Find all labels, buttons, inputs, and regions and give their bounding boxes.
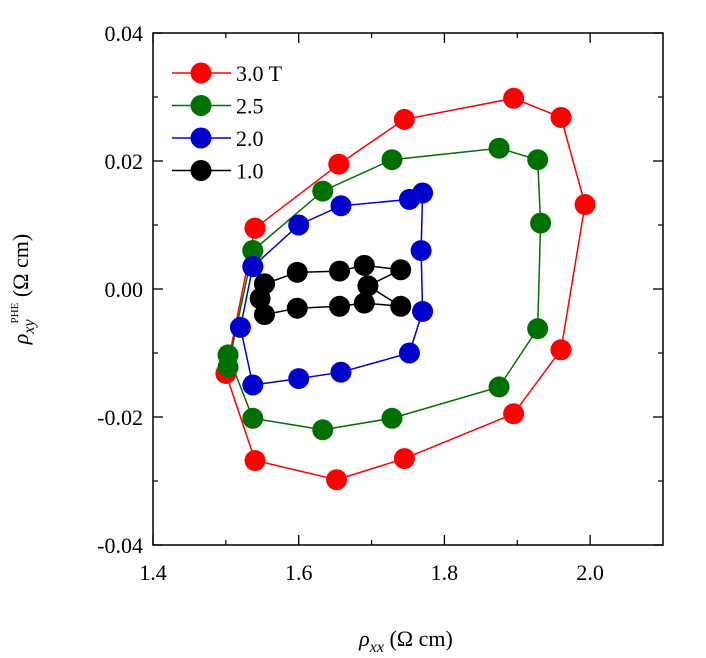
legend-marker: [190, 127, 212, 149]
data-point: [288, 214, 310, 236]
data-point: [527, 149, 549, 171]
series-0: [215, 87, 596, 491]
x-tick-label: 1.4: [139, 560, 167, 585]
axes-layer: 1.4 1.6 1.8 2.0 -0.04 -0.02 0.00 0.02 0.04: [97, 21, 664, 585]
data-point: [242, 256, 264, 278]
data-point: [574, 194, 596, 216]
legend-marker: [190, 62, 212, 84]
legend-label: 2.5: [236, 94, 264, 119]
data-point: [353, 254, 375, 276]
y-tick-label: -0.02: [97, 405, 143, 430]
data-point: [381, 149, 403, 171]
data-point: [253, 273, 275, 295]
data-point: [288, 368, 310, 390]
x-tick-label: 1.8: [431, 560, 459, 585]
data-point: [330, 195, 352, 217]
data-point: [242, 240, 264, 262]
data-point: [381, 407, 403, 429]
data-point: [550, 106, 572, 128]
data-point: [488, 137, 510, 159]
x-axis-title: ρxx (Ω cm): [358, 626, 453, 656]
legend-label: 3.0 T: [236, 61, 283, 86]
data-point: [412, 300, 434, 322]
data-point: [390, 259, 412, 281]
data-point: [527, 318, 549, 340]
data-point: [393, 108, 415, 130]
data-point: [410, 240, 432, 262]
data-point: [253, 304, 275, 326]
data-point: [312, 180, 334, 202]
data-point: [242, 407, 264, 429]
x-tick-label: 2.0: [576, 560, 604, 585]
data-point: [393, 448, 415, 470]
data-point: [242, 374, 264, 396]
y-tick-label: 0.00: [105, 277, 144, 302]
data-point: [550, 339, 572, 361]
data-point: [503, 403, 525, 425]
data-point: [412, 182, 434, 204]
series-1: [217, 137, 552, 441]
axis-labels: ρxx (Ω cm) ρxyPHE (Ω cm): [8, 234, 453, 656]
data-point: [390, 295, 412, 317]
data-point: [329, 260, 351, 282]
y-axis-title: ρxyPHE (Ω cm): [8, 234, 38, 345]
series-layer: [215, 87, 596, 491]
y-tick-label: -0.04: [97, 533, 143, 558]
data-point: [330, 361, 352, 383]
legend-marker: [190, 160, 212, 181]
data-point: [328, 153, 350, 175]
data-point: [488, 376, 510, 398]
legend-marker: [190, 95, 212, 116]
series-3: [249, 254, 412, 326]
data-point: [286, 261, 308, 283]
series-2: [229, 182, 434, 396]
legend: 3.0 T 2.5 2.0 1.0: [172, 61, 283, 184]
data-point: [312, 419, 334, 441]
y-tick-label: 0.04: [105, 21, 144, 46]
data-point: [353, 292, 375, 314]
data-point: [244, 217, 266, 239]
data-point: [286, 297, 308, 319]
legend-label: 2.0: [236, 126, 264, 151]
y-tick-label: 0.02: [105, 149, 144, 174]
legend-label: 1.0: [236, 159, 264, 184]
data-point: [357, 275, 379, 297]
data-point: [229, 316, 251, 338]
data-point: [503, 87, 525, 109]
data-point: [329, 295, 351, 317]
x-tick-label: 1.6: [285, 560, 313, 585]
data-point: [530, 212, 552, 234]
data-point: [326, 469, 348, 491]
data-point: [244, 450, 266, 472]
data-point: [217, 356, 239, 378]
data-point: [398, 342, 420, 364]
